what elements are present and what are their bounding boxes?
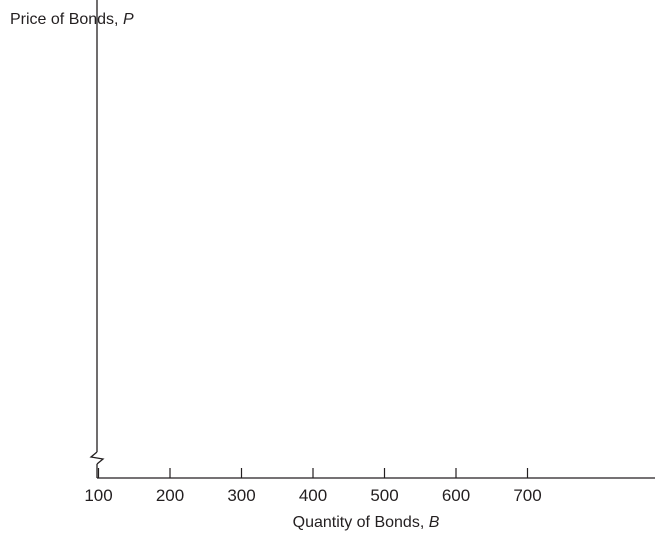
x-tick-label: 500 bbox=[370, 486, 398, 505]
x-tick-label: 100 bbox=[84, 486, 112, 505]
x-tick-label: 300 bbox=[227, 486, 255, 505]
x-tick-label: 200 bbox=[156, 486, 184, 505]
y-axis-break bbox=[89, 451, 105, 465]
x-tick-label: 700 bbox=[513, 486, 541, 505]
axes bbox=[89, 0, 655, 479]
x-tick-label: 600 bbox=[442, 486, 470, 505]
y-axis-title: Price of Bonds, P bbox=[10, 11, 134, 28]
x-ticks: 100 200 300 400 500 600 700 bbox=[84, 468, 542, 505]
x-tick-label: 400 bbox=[299, 486, 327, 505]
x-axis-title: Quantity of Bonds, B bbox=[293, 514, 440, 531]
